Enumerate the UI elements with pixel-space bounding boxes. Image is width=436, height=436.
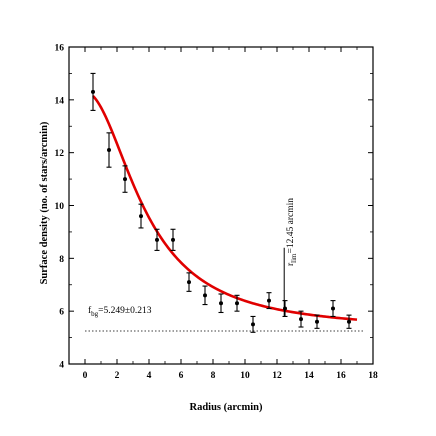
data-points-layer xyxy=(90,72,352,333)
data-point xyxy=(106,132,112,168)
x-tick-label: 10 xyxy=(240,371,250,381)
point-marker xyxy=(251,322,255,327)
point-marker xyxy=(187,280,191,285)
data-point xyxy=(154,228,160,251)
ticks-layer: 0 2 4 6 8 10 12 14 16 18 4 6 8 10 12 14 16 xyxy=(55,44,379,382)
point-marker xyxy=(267,298,271,303)
point-marker xyxy=(219,301,223,306)
point-marker xyxy=(315,319,319,324)
y-tick-label: 4 xyxy=(59,361,64,371)
point-marker xyxy=(283,306,287,311)
data-point xyxy=(298,310,304,328)
point-marker xyxy=(91,89,95,94)
point-marker xyxy=(155,237,159,242)
data-point xyxy=(218,293,224,314)
data-point xyxy=(202,285,208,306)
point-marker xyxy=(203,293,207,298)
x-tick-label: 4 xyxy=(147,371,152,381)
x-tick-label: 16 xyxy=(336,371,346,381)
y-tick-label: 8 xyxy=(59,255,64,265)
data-point xyxy=(138,203,144,229)
data-point xyxy=(186,272,192,292)
x-tick-label: 0 xyxy=(83,371,88,381)
data-point xyxy=(314,314,320,329)
y-tick-label: 10 xyxy=(55,202,65,212)
y-tick-label: 14 xyxy=(55,96,65,106)
x-tick-label: 8 xyxy=(211,371,216,381)
data-point xyxy=(250,315,256,333)
x-tick-label: 14 xyxy=(304,371,314,381)
point-marker xyxy=(299,317,303,322)
y-tick-label: 6 xyxy=(59,308,64,318)
y-axis-label: Surface density (no. of stars/arcmin) xyxy=(39,121,50,284)
rlim-annotation: rlim=12.45 arcmin xyxy=(286,198,298,266)
point-marker xyxy=(123,177,127,182)
data-point xyxy=(330,300,336,318)
data-point xyxy=(90,72,96,111)
x-tick-label: 2 xyxy=(115,371,120,381)
fbg-annotation: fbg=5.249±0.213 xyxy=(88,305,152,318)
data-point xyxy=(234,294,240,312)
y-tick-label: 12 xyxy=(55,149,65,159)
x-tick-label: 12 xyxy=(272,371,282,381)
king-profile-fit-curve xyxy=(92,95,358,321)
y-tick-label: 16 xyxy=(55,44,65,54)
data-point xyxy=(170,228,176,251)
point-marker xyxy=(139,214,143,219)
data-point xyxy=(346,314,352,329)
point-marker xyxy=(235,301,239,306)
point-marker xyxy=(331,306,335,311)
point-marker xyxy=(171,237,175,242)
data-point xyxy=(122,165,128,193)
x-tick-label: 6 xyxy=(179,371,184,381)
x-tick-label: 18 xyxy=(368,371,378,381)
x-axis-label: Radius (arcmin) xyxy=(189,402,263,413)
data-point xyxy=(282,300,288,318)
point-marker xyxy=(107,148,111,153)
data-point xyxy=(266,292,272,310)
point-marker xyxy=(347,319,351,324)
